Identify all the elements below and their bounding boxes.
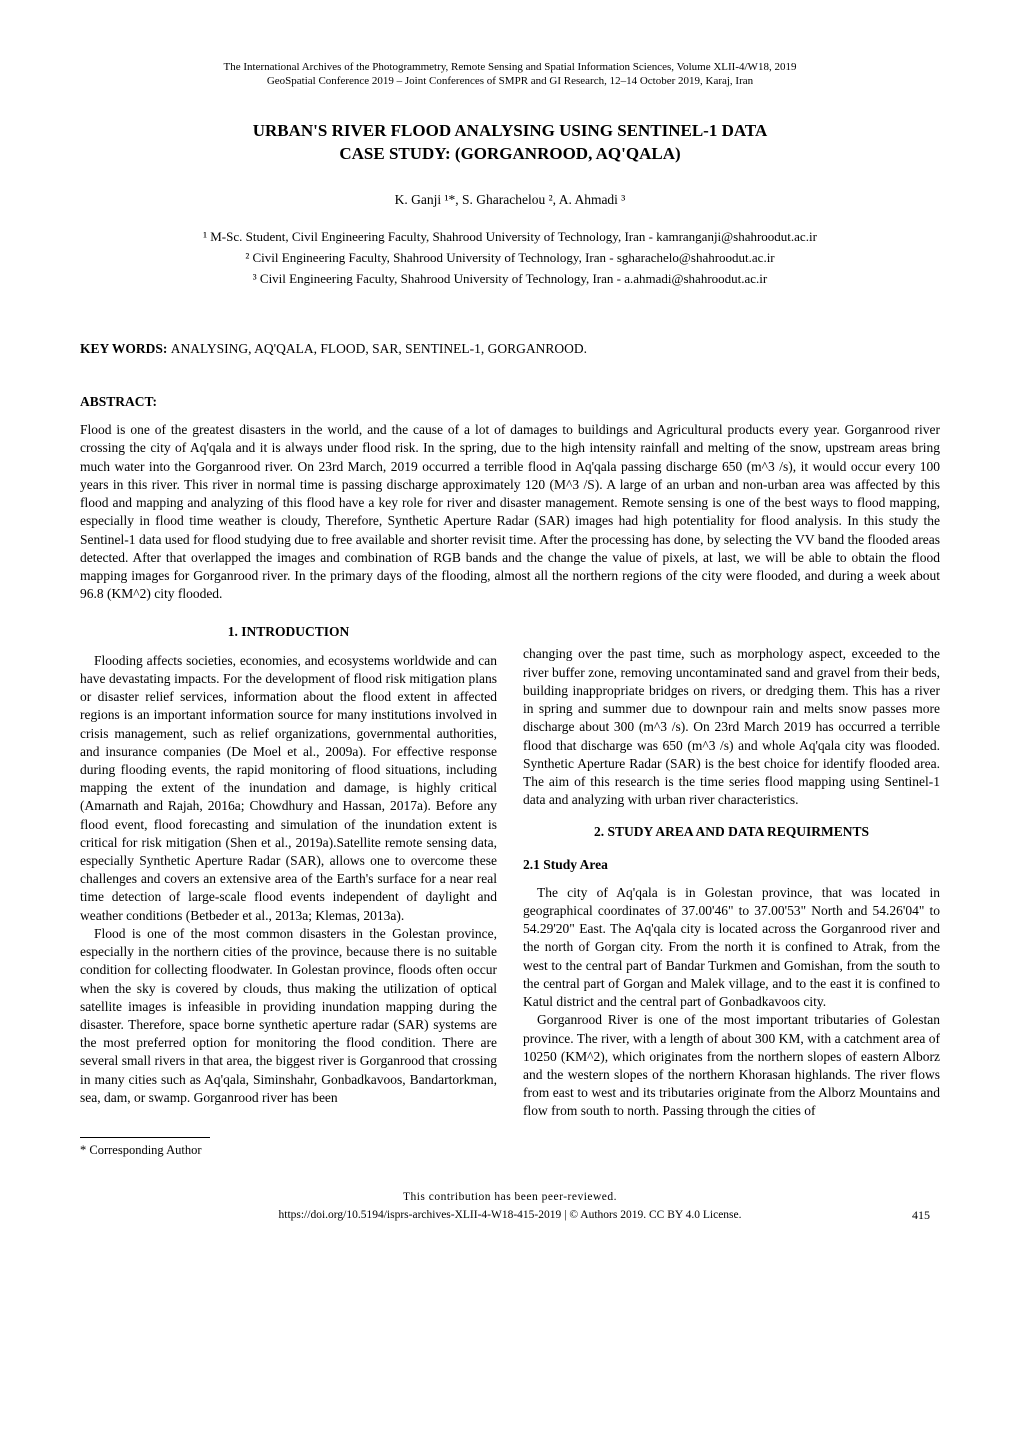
study-area-subheading: 2.1 Study Area — [523, 856, 940, 874]
header-line-1: The International Archives of the Photog… — [80, 60, 940, 74]
keywords-text: ANALYSING, AQ'QALA, FLOOD, SAR, SENTINEL… — [171, 341, 587, 356]
paper-title: URBAN'S RIVER FLOOD ANALYSING USING SENT… — [80, 119, 940, 167]
footer-doi: https://doi.org/10.5194/isprs-archives-X… — [80, 1207, 940, 1223]
title-line-1: URBAN'S RIVER FLOOD ANALYSING USING SENT… — [253, 121, 768, 140]
keywords-label: KEY WORDS: — [80, 341, 171, 356]
title-line-2: CASE STUDY: (GORGANROOD, AQ'QALA) — [339, 144, 680, 163]
right-column: changing over the past time, such as mor… — [523, 623, 940, 1159]
affiliation-3: ³ Civil Engineering Faculty, Shahrood Un… — [80, 269, 940, 290]
column-top-spacer — [523, 623, 940, 645]
page-number: 415 — [912, 1207, 930, 1224]
affiliation-2: ² Civil Engineering Faculty, Shahrood Un… — [80, 248, 940, 269]
study-para-1: The city of Aq'qala is in Golestan provi… — [523, 884, 940, 1012]
two-column-body: 1. INTRODUCTION Flooding affects societi… — [80, 623, 940, 1159]
footer-line-1: This contribution has been peer-reviewed… — [80, 1189, 940, 1205]
introduction-heading: 1. INTRODUCTION — [80, 623, 497, 641]
keywords: KEY WORDS: ANALYSING, AQ'QALA, FLOOD, SA… — [80, 340, 940, 358]
abstract-body: Flood is one of the greatest disasters i… — [80, 421, 940, 603]
header-line-2: GeoSpatial Conference 2019 – Joint Confe… — [80, 74, 940, 88]
page-footer: This contribution has been peer-reviewed… — [80, 1189, 940, 1223]
left-column: 1. INTRODUCTION Flooding affects societi… — [80, 623, 497, 1159]
affiliations: ¹ M-Sc. Student, Civil Engineering Facul… — [80, 227, 940, 289]
affiliation-1: ¹ M-Sc. Student, Civil Engineering Facul… — [80, 227, 940, 248]
abstract-heading: ABSTRACT: — [80, 393, 940, 411]
authors: K. Ganji ¹*, S. Gharachelou ², A. Ahmadi… — [80, 191, 940, 209]
running-header: The International Archives of the Photog… — [80, 60, 940, 89]
intro-para-1: Flooding affects societies, economies, a… — [80, 652, 497, 925]
intro-para-3: changing over the past time, such as mor… — [523, 645, 940, 809]
study-para-2: Gorganrood River is one of the most impo… — [523, 1011, 940, 1120]
study-area-heading: 2. STUDY AREA AND DATA REQUIRMENTS — [523, 823, 940, 841]
footnote-rule — [80, 1137, 210, 1138]
corresponding-author-footnote: * Corresponding Author — [80, 1142, 497, 1159]
intro-para-2: Flood is one of the most common disaster… — [80, 925, 497, 1107]
